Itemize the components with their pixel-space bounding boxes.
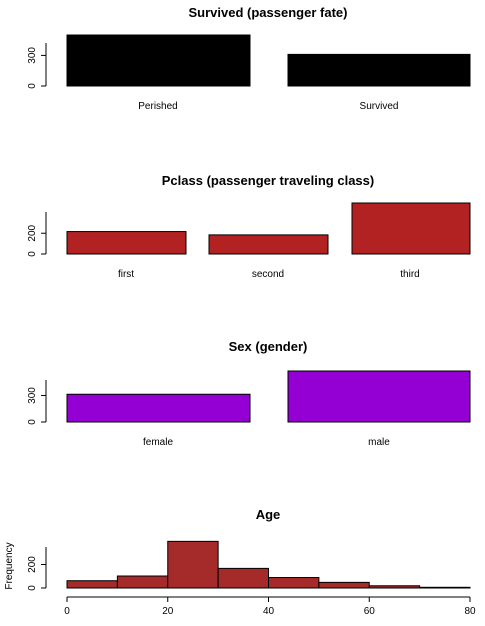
histogram-bar <box>268 577 320 589</box>
bar-third <box>351 202 471 255</box>
panel-age-x-ticks: 0 20 40 60 80 <box>64 597 476 617</box>
panel-sex-cat-label: male <box>368 437 390 448</box>
panel-pclass-cat-label: third <box>400 269 419 280</box>
y-tick-label: 300 <box>27 47 38 64</box>
x-tick-label: 60 <box>364 606 376 617</box>
panel-sex-y-ticks: 0 300 <box>27 387 46 425</box>
panel-pclass-title: Pclass (passenger traveling class) <box>162 173 374 188</box>
bar-male <box>287 370 471 423</box>
panel-pclass-cat-label: second <box>252 269 284 280</box>
bar-female <box>66 393 251 423</box>
bar-survived <box>287 53 471 87</box>
y-tick-label: 0 <box>27 83 38 89</box>
y-tick-label: 300 <box>27 387 38 404</box>
x-tick-label: 20 <box>162 606 174 617</box>
y-tick-label: 200 <box>27 556 38 573</box>
panel-survived-y-ticks: 0 300 <box>27 47 46 89</box>
panel-pclass-bars <box>66 202 471 255</box>
histogram-bar <box>66 580 118 589</box>
panel-survived-cat-label: Survived <box>360 101 399 112</box>
panel-age-bars <box>66 540 471 589</box>
histogram-bar <box>318 581 370 589</box>
histogram-bar <box>419 586 471 589</box>
x-tick-label: 80 <box>464 606 476 617</box>
panel-age: Age 0 200 0 20 40 60 80 Frequency <box>4 507 476 617</box>
panel-age-y-ticks: 0 200 <box>27 556 46 591</box>
panel-pclass-y-ticks: 0 200 <box>27 224 46 257</box>
x-tick-label: 0 <box>64 606 70 617</box>
bar-second <box>208 234 329 255</box>
histogram-bar <box>217 567 269 589</box>
y-tick-label: 0 <box>27 585 38 591</box>
panel-sex-cat-label: female <box>143 437 173 448</box>
panel-age-y-axis-label: Frequency <box>4 542 15 589</box>
y-tick-label: 0 <box>27 251 38 257</box>
panel-sex-bars <box>66 370 471 423</box>
panel-survived-bars <box>66 34 471 87</box>
bar-first <box>66 231 187 255</box>
panel-survived-title: Survived (passenger fate) <box>189 5 348 20</box>
x-tick-label: 40 <box>263 606 275 617</box>
bar-perished <box>66 34 251 87</box>
histogram-bar <box>116 575 169 589</box>
panel-pclass: Pclass (passenger traveling class) 0200 … <box>27 173 471 280</box>
histogram-bar <box>368 585 421 589</box>
panel-pclass-cat-label: first <box>118 269 134 280</box>
y-tick-label: 0 <box>27 419 38 425</box>
panel-age-title: Age <box>256 507 281 522</box>
panel-survived-cat-label: Perished <box>138 101 177 112</box>
panel-sex: Sex (gender) 0 300 female male <box>27 339 471 448</box>
y-tick-label: 200 <box>27 224 38 241</box>
panel-sex-title: Sex (gender) <box>229 339 308 354</box>
histogram-bar <box>167 540 219 589</box>
